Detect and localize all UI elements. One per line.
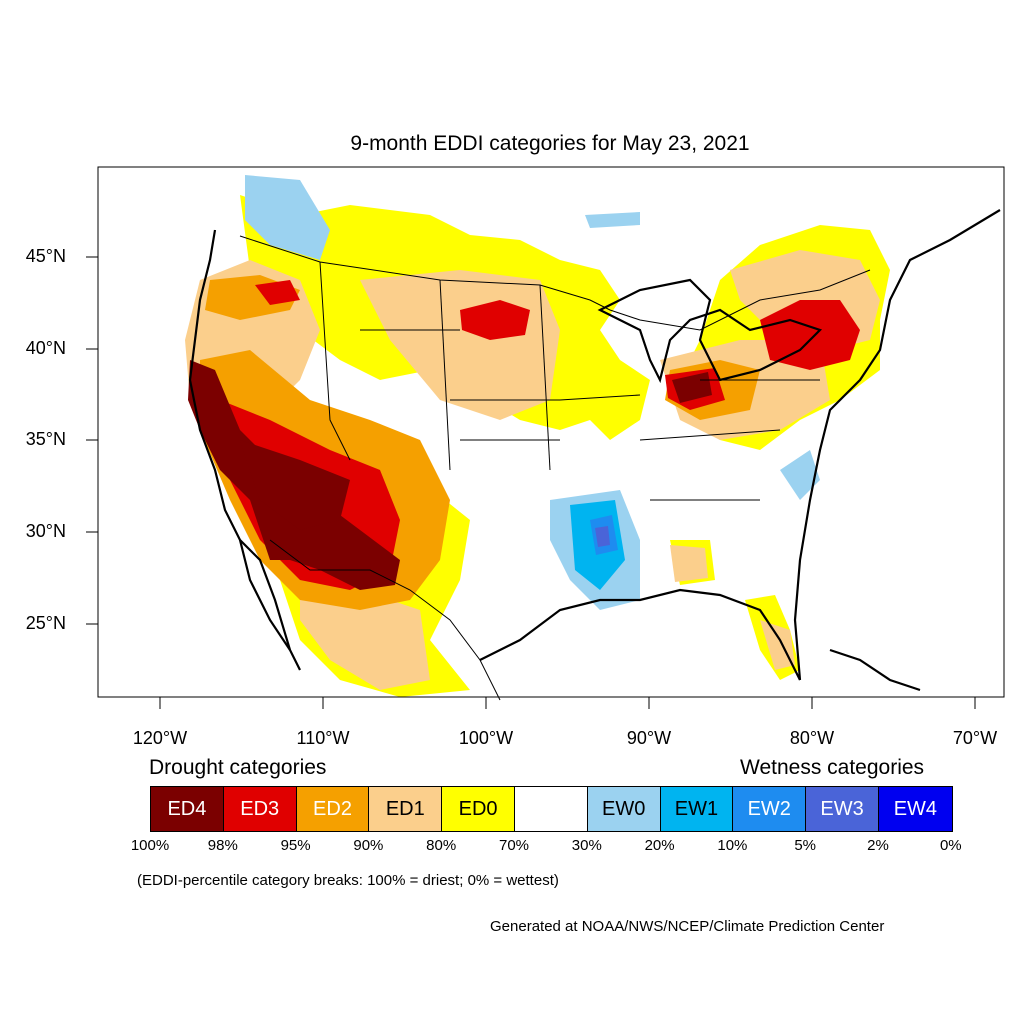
percentile-label: 20%	[644, 837, 675, 854]
lat-label-40: 40°N	[25, 338, 66, 358]
ed1-region-mexico	[300, 580, 430, 690]
lat-label-45: 45°N	[25, 246, 66, 266]
axis-ticks	[86, 256, 976, 709]
legend-colorbar: ED4 ED3 ED2 ED1 ED0 EW0 EW1 EW2 EW3 EW4	[150, 786, 953, 832]
state-line-2	[439, 279, 451, 471]
pacific-coast	[188, 229, 301, 671]
drought-heading: Drought categories	[149, 756, 327, 779]
cuba-coast	[829, 648, 921, 692]
percentile-label: 90%	[353, 837, 384, 854]
percentile-label: 98%	[207, 837, 238, 854]
percentile-label: 70%	[498, 837, 530, 854]
legend-cell-ed4: ED4	[151, 787, 224, 831]
credit-text: Generated at NOAA/NWS/NCEP/Climate Predi…	[490, 918, 885, 935]
ed3-region-idaho	[255, 280, 300, 305]
percentile-label: 30%	[571, 837, 602, 854]
state-line-3	[539, 284, 551, 471]
legend-cell-ew3: EW3	[806, 787, 879, 831]
lon-label-110: 110°W	[296, 728, 350, 748]
ew0-region-ontario	[585, 212, 640, 228]
wetness-heading: Wetness categories	[740, 756, 925, 779]
ew3-region-south-central	[595, 526, 610, 547]
ew0-region-carolinas	[780, 450, 820, 500]
ed3-region-dakotas	[460, 300, 530, 340]
atlantic-coast	[793, 209, 1001, 681]
ed3-region-northeast	[760, 300, 860, 370]
legend-cell-ew0: EW0	[587, 787, 661, 831]
baja-coast	[238, 539, 291, 651]
ed1-region-florida	[760, 620, 795, 670]
category-fill-layer	[185, 175, 890, 697]
percentile-label: 0%	[939, 837, 962, 854]
us-canada-border	[239, 235, 871, 331]
legend-cell-ed1: ED1	[369, 787, 443, 831]
legend-cell-ew1: EW1	[660, 787, 734, 831]
ed4-region-southwest	[188, 360, 400, 590]
lon-label-70: 70°W	[952, 728, 998, 748]
map-title: 9-month EDDI categories for May 23, 2021	[350, 132, 750, 155]
map-frame	[97, 166, 1005, 698]
ed4-region-arizona	[240, 440, 350, 530]
state-line-7	[559, 394, 641, 401]
ew0-region-northwest	[245, 175, 330, 260]
percentile-label: 5%	[794, 837, 817, 854]
state-line-9	[639, 429, 781, 441]
percentile-label: 95%	[280, 837, 311, 854]
coastlines	[188, 209, 1001, 692]
lon-label-90: 90°W	[626, 728, 672, 748]
percentile-label: 100%	[130, 837, 170, 854]
percentile-label: 80%	[426, 837, 457, 854]
legend-cell-ed3: ED3	[223, 787, 297, 831]
lon-label-100: 100°W	[458, 728, 514, 748]
legend-cell-ew4: EW4	[878, 787, 952, 831]
percentile-label: 2%	[867, 837, 889, 854]
lat-label-35: 35°N	[25, 429, 66, 449]
legend-cell-ew2: EW2	[733, 787, 807, 831]
legend-cell-ed0: ED0	[442, 787, 515, 831]
state-line-1	[319, 261, 351, 461]
great-lakes-outline	[597, 278, 823, 384]
ed1-region-alabama	[670, 545, 708, 582]
gulf-coast	[479, 588, 801, 681]
percentile-label: 10%	[717, 837, 748, 854]
lat-label-30: 30°N	[25, 521, 66, 541]
legend-cell-neutral	[514, 787, 588, 831]
lon-label-80: 80°W	[789, 728, 835, 748]
legend-cell-ed2: ED2	[296, 787, 370, 831]
lat-label-25: 25°N	[25, 613, 66, 633]
category-note: (EDDI-percentile category breaks: 100% =…	[137, 872, 559, 889]
lon-label-120: 120°W	[132, 728, 188, 748]
